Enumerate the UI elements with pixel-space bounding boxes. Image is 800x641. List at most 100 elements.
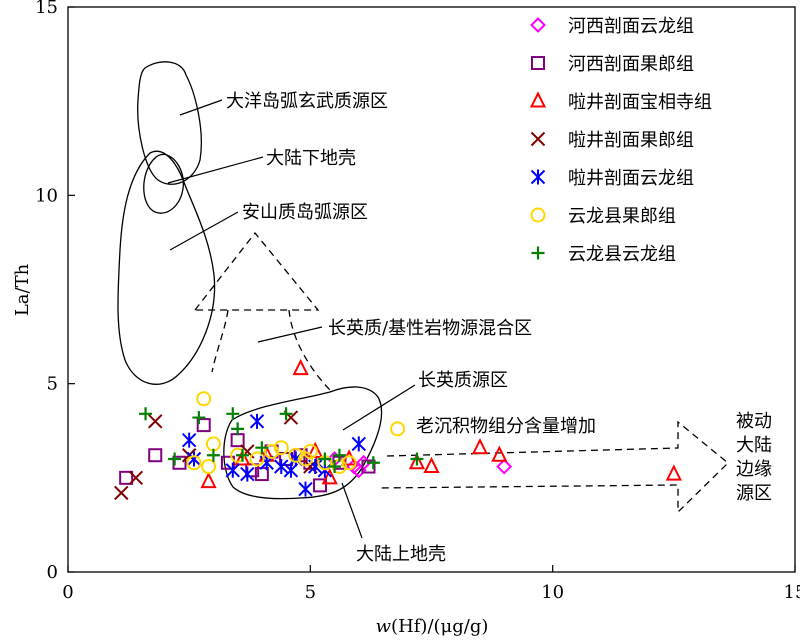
y-axis-title: La/Th [12, 263, 33, 316]
point-plus [226, 407, 240, 421]
point-plus [328, 460, 342, 474]
legend: 河西剖面云龙组河西剖面果郎组啦井剖面宝相寺组啦井剖面果郎组啦井剖面云龙组云龙县果… [529, 16, 712, 265]
data-points [114, 358, 682, 501]
point-circle [205, 436, 221, 452]
legend-marker-square [531, 56, 545, 70]
point-square [361, 459, 376, 474]
point-triangle [234, 449, 251, 466]
point-plus [332, 448, 346, 462]
legend-label: 河西剖面果郎组 [568, 54, 694, 75]
label-passive-margin-3: 边缘 [736, 459, 772, 480]
legend-marker-plus [531, 246, 545, 260]
point-plus [168, 452, 182, 466]
legend-label: 云龙县云龙组 [568, 244, 676, 265]
label-upper-crust: 大陆上地壳 [356, 544, 446, 565]
point-square [293, 448, 308, 463]
point-x [128, 470, 144, 486]
x-tick-label: 10 [541, 582, 564, 603]
label-passive-margin-4: 源区 [736, 483, 772, 504]
legend-item: 河西剖面云龙组 [530, 16, 694, 37]
point-triangle [423, 456, 440, 474]
x-tick-label: 15 [784, 582, 800, 603]
point-square [148, 448, 163, 463]
leader-lines [167, 99, 416, 539]
point-triangle [321, 468, 338, 485]
legend-item: 啦井剖面云龙组 [530, 168, 694, 189]
label-ocean-island-arc: 大洋岛弧玄武质源区 [226, 91, 388, 112]
y-tick-label: 10 [35, 185, 58, 206]
point-asterisk [274, 459, 289, 475]
label-felsic-source: 长英质源区 [418, 370, 508, 391]
point-circle [273, 440, 289, 456]
x-axis-title-unit: (Hf)/(μg/g) [391, 616, 488, 637]
label-sediment-increase: 老沉积物组分含量增加 [416, 416, 596, 437]
point-asterisk [351, 436, 367, 452]
leader-upper-crust [341, 482, 363, 539]
point-square [313, 478, 328, 493]
point-x [148, 414, 163, 429]
point-diamond [496, 458, 513, 475]
label-passive-margin-1: 被动 [736, 411, 772, 432]
point-triangle [408, 453, 426, 470]
legend-item: 河西剖面果郎组 [531, 54, 694, 75]
point-circle [264, 443, 280, 459]
point-circle [390, 421, 406, 437]
x-axis-title-variable: w [376, 616, 392, 637]
point-circle [201, 459, 217, 475]
label-andesitic-arc: 安山质岛弧源区 [242, 202, 368, 223]
point-asterisk [240, 466, 255, 482]
point-asterisk [181, 432, 197, 448]
point-square [172, 455, 187, 470]
point-circle [288, 447, 304, 463]
label-mixed-source: 长英质/基性岩物源混合区 [328, 318, 532, 339]
legend-marker-x [530, 131, 546, 147]
x-tick-label: 0 [62, 582, 73, 603]
mixed-zone-arrow [193, 231, 333, 393]
point-square [230, 433, 245, 448]
point-asterisk [186, 451, 202, 467]
series-4 [181, 413, 367, 497]
leader-lower-crust [167, 156, 264, 184]
point-plus [231, 422, 245, 436]
y-tick-label: 0 [47, 562, 58, 583]
label-passive-margin-2: 大陆 [736, 435, 772, 456]
x-tick-label: 5 [305, 582, 316, 603]
legend-marker-circle [530, 207, 546, 223]
label-lower-crust: 大陆下地壳 [266, 148, 356, 169]
leader-mixed-source [257, 326, 323, 343]
point-plus [255, 441, 269, 455]
point-square [119, 470, 134, 485]
legend-marker-asterisk [530, 169, 546, 185]
point-plus [366, 456, 380, 470]
point-circle [186, 455, 202, 471]
point-asterisk [249, 413, 265, 429]
plot-frame [67, 6, 796, 573]
point-triangle [471, 437, 489, 455]
sediment-trend-arrow [376, 420, 729, 514]
legend-label: 河西剖面云龙组 [568, 16, 694, 37]
point-asterisk [298, 481, 313, 497]
axis-ticks: 0 5 10 15 0 5 10 15 [35, 0, 800, 603]
legend-marker-triangle [529, 91, 547, 108]
andesitic-arc-region [117, 150, 216, 385]
legend-item: 啦井剖面果郎组 [530, 130, 694, 151]
series-6 [139, 407, 424, 474]
legend-label: 云龙县果郎组 [568, 206, 676, 227]
legend-label: 啦井剖面云龙组 [568, 168, 694, 189]
point-plus [318, 452, 332, 466]
point-plus [279, 407, 293, 421]
point-triangle [491, 445, 508, 462]
leader-felsic-source [342, 384, 416, 431]
point-circle [249, 451, 265, 467]
point-circle [341, 455, 357, 471]
point-square [196, 418, 211, 433]
point-square [220, 455, 235, 470]
point-x [114, 485, 129, 501]
point-circle [302, 443, 318, 459]
point-circle [196, 391, 212, 407]
point-circle [297, 451, 313, 467]
legend-item: 云龙县云龙组 [531, 244, 676, 265]
x-axis-title: w(Hf)/(μg/g) [376, 616, 489, 637]
legend-item: 啦井剖面宝相寺组 [529, 91, 712, 113]
